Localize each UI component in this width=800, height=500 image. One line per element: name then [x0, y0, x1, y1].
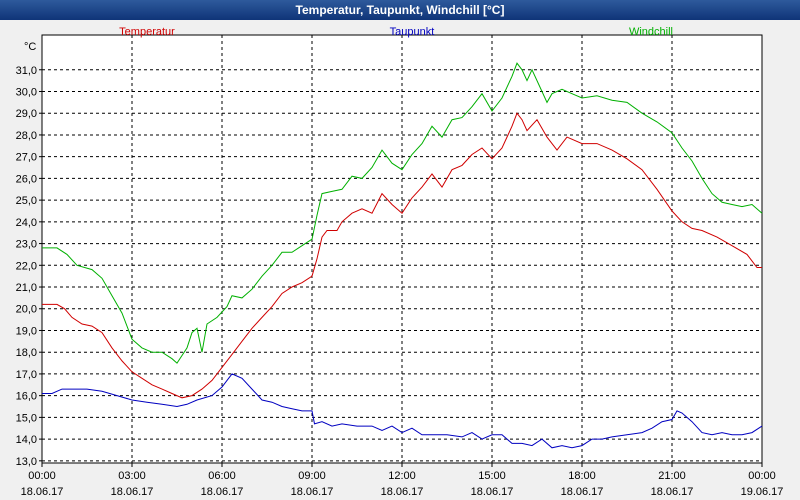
y-tick-label: 27,0 — [16, 152, 37, 164]
y-tick-label: 29,0 — [16, 108, 37, 120]
y-tick-label: 17,0 — [16, 369, 37, 381]
legend-windchill: Windchill — [629, 26, 673, 38]
y-tick-label: 24,0 — [16, 217, 37, 229]
series-line-taupunkt — [42, 373, 763, 449]
x-tick-time: 18:00 — [568, 470, 596, 482]
y-tick-label: 20,0 — [16, 304, 37, 316]
y-tick-label: 19,0 — [16, 325, 37, 337]
x-tick-time: 00:00 — [28, 470, 56, 482]
y-tick-label: 21,0 — [16, 282, 37, 294]
x-tick-time: 21:00 — [658, 470, 686, 482]
plot-border — [41, 34, 763, 464]
y-tick-label: 22,0 — [16, 260, 37, 272]
y-tick-label: 28,0 — [16, 130, 37, 142]
y-tick-label: 26,0 — [16, 173, 37, 185]
x-tick-time: 12:00 — [388, 470, 416, 482]
legend-taupunkt: Taupunkt — [390, 26, 435, 38]
y-tick-label: 25,0 — [16, 195, 37, 207]
y-tick-label: 13,0 — [16, 456, 37, 468]
x-tick-date: 18.06.17 — [291, 486, 334, 498]
x-tick-date: 18.06.17 — [471, 486, 514, 498]
plot-area — [42, 35, 762, 463]
x-tick-date: 18.06.17 — [561, 486, 604, 498]
x-tick-date: 18.06.17 — [651, 486, 694, 498]
series-line-temperatur — [42, 112, 762, 399]
y-tick-label: 18,0 — [16, 347, 37, 359]
x-tick-time: 03:00 — [118, 470, 146, 482]
y-tick-label: 23,0 — [16, 239, 37, 251]
chart-title: Temperatur, Taupunkt, Windchill [°C] — [0, 0, 800, 20]
x-tick-date: 18.06.17 — [21, 486, 64, 498]
x-tick-time: 00:00 — [748, 470, 776, 482]
legend-temperatur: Temperatur — [119, 26, 175, 38]
x-tick-time: 09:00 — [298, 470, 326, 482]
y-tick-label: 14,0 — [16, 434, 37, 446]
line-chart: 13,0 14,0 15,0 16,0 17,0 18,0 19,0 20,0 21,0 22,0… — [16, 26, 784, 498]
y-tick-label: 30,0 — [16, 86, 37, 98]
y-tick-label: 16,0 — [16, 391, 37, 403]
x-tick-date: 18.06.17 — [201, 486, 244, 498]
x-tick-date: 18.06.17 — [381, 486, 424, 498]
x-tick-date: 19.06.17 — [741, 486, 784, 498]
y-tick-label: 15,0 — [16, 412, 37, 424]
y-tick-label: 31,0 — [16, 65, 37, 77]
series-line-windchill — [42, 62, 763, 364]
x-tick-date: 18.06.17 — [111, 486, 154, 498]
y-axis-unit: °C — [24, 41, 36, 53]
x-tick-time: 06:00 — [208, 470, 236, 482]
x-tick-time: 15:00 — [478, 470, 506, 482]
